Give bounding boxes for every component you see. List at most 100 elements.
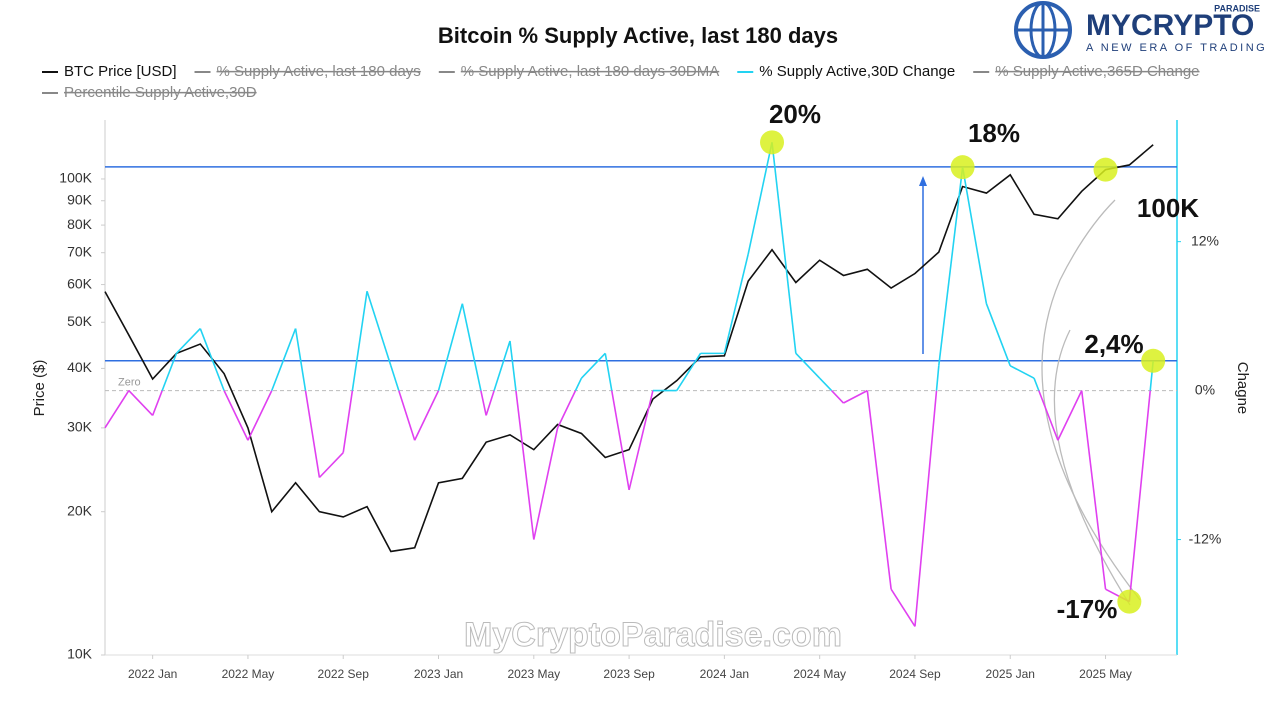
- line-segment: [1128, 390, 1152, 602]
- curved-arrow: [1041, 199, 1141, 601]
- line-segment: [161, 353, 178, 391]
- y-tick-label: 60K: [67, 275, 93, 291]
- legend-label: % Supply Active,365D Change: [995, 63, 1199, 80]
- line-segment: [480, 390, 487, 416]
- watermark: MyCryptoParadise.com: [464, 616, 842, 654]
- zero-label: Zero: [118, 377, 141, 389]
- line-segment: [413, 390, 440, 441]
- y-tick-label: 40K: [67, 359, 93, 375]
- x-tick-label: 2025 May: [1079, 667, 1132, 681]
- line-segment: [866, 390, 892, 590]
- line-segment: [398, 390, 416, 441]
- highlight-marker: [1117, 589, 1142, 614]
- line-segment: [985, 303, 1011, 367]
- x-tick-label: 2023 May: [507, 667, 560, 681]
- x-tick-label: 2024 May: [793, 667, 846, 681]
- line-segment: [831, 390, 845, 404]
- y-tick-label: 80K: [67, 216, 93, 232]
- line-segment: [485, 390, 495, 416]
- annotation: -17%: [1057, 594, 1118, 624]
- line-segment: [390, 365, 400, 391]
- x-tick-label: 2023 Sep: [603, 667, 655, 681]
- line-segment: [199, 328, 225, 391]
- line-segment: [128, 390, 154, 416]
- line-segment: [795, 352, 821, 379]
- annotation: 20%: [769, 99, 821, 129]
- logo-tagline: A NEW ERA OF TRADING: [1086, 42, 1267, 54]
- line-segment: [366, 291, 392, 367]
- line-segment: [556, 390, 577, 429]
- legend-label: Percentile Supply Active,30D: [64, 84, 257, 101]
- annotation: 18%: [968, 118, 1020, 148]
- line-segment: [580, 352, 606, 379]
- x-tick-label: 2024 Sep: [889, 667, 941, 681]
- annotation: 100K: [1137, 193, 1199, 223]
- highlight-marker: [950, 155, 975, 180]
- highlight-marker: [1141, 348, 1166, 373]
- price-line: [104, 144, 1154, 553]
- line-segment: [351, 291, 368, 391]
- line-segment: [676, 352, 702, 392]
- arrow-head: [919, 176, 927, 186]
- line-segment: [533, 427, 559, 540]
- line-segment: [247, 390, 273, 441]
- curved-arrow: [1053, 329, 1131, 606]
- legend-label: % Supply Active, last 180 days 30DMA: [461, 63, 719, 80]
- line-segment: [628, 390, 654, 491]
- line-segment: [461, 303, 482, 391]
- line-segment: [610, 390, 630, 491]
- line-segment: [1038, 390, 1059, 441]
- line-segment: [935, 365, 940, 391]
- line-segment: [294, 328, 307, 391]
- line-segment: [890, 588, 916, 627]
- line-segment: [175, 327, 201, 354]
- y-tick-label: 20K: [67, 502, 93, 518]
- y2-tick-label: -12%: [1189, 530, 1222, 546]
- line-segment: [1033, 377, 1040, 391]
- y-tick-label: 10K: [67, 646, 93, 662]
- highlight-marker: [1093, 157, 1118, 182]
- y2-axis-title: Chagne: [1234, 362, 1251, 415]
- line-segment: [1009, 365, 1035, 379]
- line-segment: [574, 377, 583, 391]
- line-segment: [271, 328, 297, 391]
- x-tick-label: 2023 Jan: [414, 667, 463, 681]
- line-segment: [819, 377, 833, 392]
- line-segment: [437, 303, 464, 391]
- line-segment: [1057, 390, 1083, 441]
- x-tick-label: 2025 Jan: [986, 667, 1035, 681]
- y-tick-label: 30K: [67, 419, 93, 435]
- line-segment: [342, 390, 354, 453]
- line-segment: [104, 390, 130, 429]
- line-segment: [937, 167, 964, 366]
- line-segment: [747, 142, 773, 255]
- annotation: 2,4%: [1084, 329, 1143, 359]
- y2-tick-label: 0%: [1195, 381, 1215, 397]
- legend-label: % Supply Active, last 180 days: [217, 63, 421, 80]
- line-segment: [604, 353, 613, 391]
- line-segment: [318, 452, 344, 479]
- line-segment: [509, 340, 517, 391]
- highlight-marker: [760, 130, 785, 155]
- y-tick-label: 100K: [59, 170, 92, 186]
- line-segment: [843, 389, 868, 404]
- line-segment: [493, 340, 511, 391]
- logo-badge: PARADISE: [1214, 3, 1260, 13]
- legend-label: BTC Price [USD]: [64, 63, 177, 80]
- y-tick-label: 50K: [67, 313, 93, 329]
- line-segment: [723, 253, 749, 354]
- y2-tick-label: 12%: [1191, 232, 1219, 248]
- x-tick-label: 2024 Jan: [700, 667, 749, 681]
- x-tick-label: 2022 May: [222, 667, 275, 681]
- y-tick-label: 90K: [67, 191, 93, 207]
- line-segment: [515, 390, 535, 540]
- line-segment: [771, 142, 797, 354]
- legend-label: % Supply Active,30D Change: [759, 63, 955, 80]
- line-segment: [1080, 390, 1107, 590]
- line-segment: [961, 167, 988, 304]
- y-tick-label: 70K: [67, 243, 93, 259]
- line-segment: [914, 390, 938, 627]
- chart-title: Bitcoin % Supply Active, last 180 days: [438, 23, 838, 48]
- logo-name: MYCRYPTO: [1086, 9, 1254, 42]
